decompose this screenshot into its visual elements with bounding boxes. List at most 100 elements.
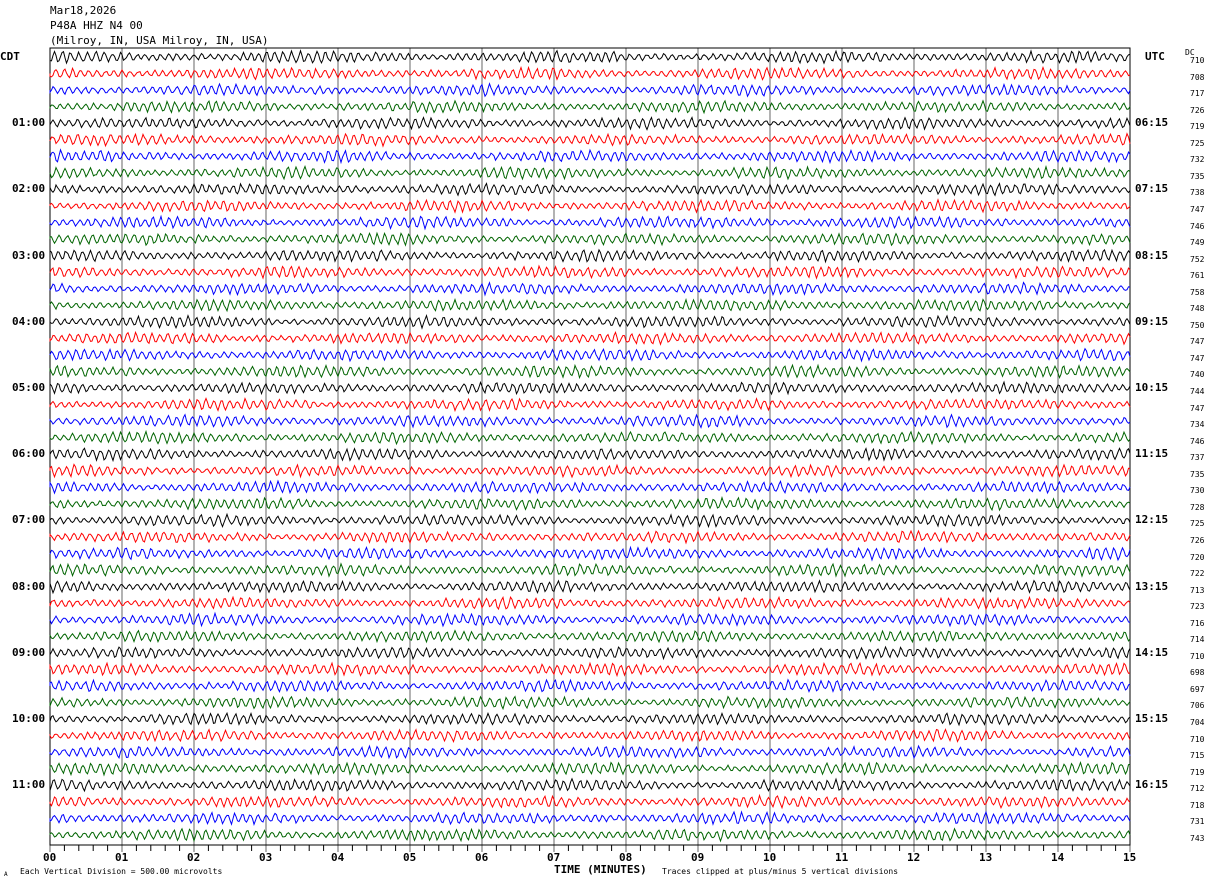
seismic-trace bbox=[49, 116, 1131, 131]
dc-offset-label: 746 bbox=[1190, 221, 1205, 231]
dc-offset-label: 706 bbox=[1190, 701, 1205, 711]
dc-offset-label: 710 bbox=[1190, 734, 1205, 744]
clip-note: Traces clipped at plus/minus 5 vertical … bbox=[662, 867, 899, 876]
dc-offset-label: 747 bbox=[1190, 337, 1205, 347]
x-tick-label: 03 bbox=[259, 851, 273, 864]
seismic-trace bbox=[49, 595, 1131, 611]
seismic-trace bbox=[49, 413, 1131, 429]
seismic-trace bbox=[49, 661, 1131, 678]
left-time-label: 07:00 bbox=[12, 513, 46, 527]
dc-offset-label: 750 bbox=[1190, 320, 1205, 330]
dc-offset-label: 719 bbox=[1190, 122, 1205, 132]
seismic-trace bbox=[49, 165, 1131, 181]
location-label: (Milroy, IN, USA Milroy, IN, USA) bbox=[50, 34, 269, 47]
dc-offset-label: 732 bbox=[1190, 155, 1205, 165]
x-tick-label: 05 bbox=[403, 851, 417, 864]
dc-offset-label: 730 bbox=[1190, 486, 1205, 496]
seismic-trace bbox=[49, 793, 1131, 810]
right-time-label: 09:15 bbox=[1135, 314, 1169, 328]
dc-offset-label: 726 bbox=[1190, 105, 1205, 115]
dc-header: DC bbox=[1185, 48, 1195, 57]
x-tick-label: 08 bbox=[619, 851, 633, 864]
dc-offset-label: 735 bbox=[1190, 469, 1205, 479]
x-tick-label: 07 bbox=[547, 851, 561, 864]
left-time-label: 11:00 bbox=[12, 778, 46, 792]
seismic-trace bbox=[49, 512, 1131, 529]
plot-frame bbox=[49, 47, 1131, 846]
seismic-trace bbox=[49, 182, 1131, 197]
x-tick-label: 02 bbox=[187, 851, 201, 864]
dc-offset-label: 726 bbox=[1190, 535, 1205, 545]
seismic-trace bbox=[49, 678, 1131, 693]
x-tick-label: 15 bbox=[1123, 851, 1137, 864]
station-label: P48A HHZ N4 00 bbox=[50, 19, 143, 32]
seismic-trace bbox=[49, 479, 1131, 495]
seismic-trace bbox=[49, 810, 1131, 827]
right-time-label: 15:15 bbox=[1135, 712, 1169, 725]
left-time-label: 03:00 bbox=[12, 248, 46, 262]
dc-offset-label: 720 bbox=[1190, 552, 1205, 562]
dc-offset-label: 747 bbox=[1190, 204, 1205, 214]
seismic-trace bbox=[49, 330, 1131, 346]
right-time-label: 13:15 bbox=[1135, 579, 1169, 593]
left-time-label: 08:00 bbox=[12, 579, 46, 593]
seismic-trace bbox=[49, 777, 1131, 793]
right-time-label: 07:15 bbox=[1135, 182, 1169, 196]
dc-offset-label: 712 bbox=[1190, 784, 1205, 794]
seismic-trace bbox=[49, 827, 1131, 843]
seismic-trace bbox=[49, 761, 1131, 777]
dc-offset-label: 761 bbox=[1190, 271, 1205, 281]
seismic-trace bbox=[49, 313, 1131, 330]
right-time-label: 08:15 bbox=[1135, 248, 1169, 262]
x-tick-label: 11 bbox=[835, 851, 849, 864]
dc-offset-label: 744 bbox=[1190, 387, 1205, 396]
seismic-trace bbox=[49, 65, 1131, 81]
dc-offset-label: 710 bbox=[1190, 56, 1205, 65]
x-tick-label: 09 bbox=[691, 851, 705, 864]
dc-offset-label: 698 bbox=[1190, 668, 1205, 678]
seismic-trace bbox=[49, 148, 1131, 165]
dc-offset-label: 714 bbox=[1190, 635, 1205, 645]
x-tick-label: 13 bbox=[979, 851, 993, 864]
seismic-trace bbox=[49, 397, 1131, 413]
seismic-trace bbox=[49, 380, 1131, 396]
x-tick-label: 06 bbox=[475, 851, 489, 864]
left-time-label: 01:00 bbox=[12, 116, 46, 130]
dc-offset-label: 704 bbox=[1190, 718, 1205, 727]
dc-offset-label: 723 bbox=[1190, 602, 1205, 612]
x-axis-title: TIME (MINUTES) bbox=[554, 863, 647, 876]
dc-offset-label: 715 bbox=[1190, 751, 1205, 761]
left-time-label: 05:00 bbox=[12, 381, 46, 394]
dc-offset-label: 747 bbox=[1190, 403, 1205, 413]
x-tick-label: 14 bbox=[1051, 851, 1065, 864]
seismic-trace bbox=[49, 447, 1131, 463]
seismic-trace bbox=[49, 429, 1131, 446]
dc-offset-label: 710 bbox=[1190, 651, 1205, 661]
right-time-label: 11:15 bbox=[1135, 447, 1169, 461]
dc-offset-label: 716 bbox=[1190, 618, 1205, 628]
dc-offset-label: 722 bbox=[1190, 569, 1205, 579]
left-timezone: CDT bbox=[0, 50, 20, 63]
seismic-trace bbox=[49, 463, 1131, 479]
right-time-label: 16:15 bbox=[1135, 778, 1169, 792]
seismic-trace bbox=[49, 82, 1131, 98]
right-time-label: 10:15 bbox=[1135, 381, 1169, 394]
x-tick-label: 10 bbox=[763, 851, 777, 864]
dc-offset-label: 719 bbox=[1190, 767, 1205, 777]
dc-offset-label: 747 bbox=[1190, 353, 1205, 363]
corner-mark: A bbox=[4, 871, 8, 878]
dc-offset-label: 734 bbox=[1190, 420, 1205, 430]
right-time-label: 12:15 bbox=[1135, 513, 1169, 527]
seismic-trace bbox=[49, 545, 1131, 562]
left-time-label: 04:00 bbox=[12, 314, 46, 328]
dc-offset-label: 713 bbox=[1190, 585, 1205, 595]
dc-offset-label: 725 bbox=[1190, 138, 1205, 148]
right-time-label: 06:15 bbox=[1135, 116, 1169, 130]
seismic-trace bbox=[49, 347, 1131, 363]
left-time-label: 09:00 bbox=[12, 645, 46, 659]
seismic-trace bbox=[49, 562, 1131, 578]
seismic-trace bbox=[49, 99, 1131, 115]
x-tick-label: 00 bbox=[43, 851, 57, 864]
dc-offset-label: 743 bbox=[1190, 833, 1205, 843]
